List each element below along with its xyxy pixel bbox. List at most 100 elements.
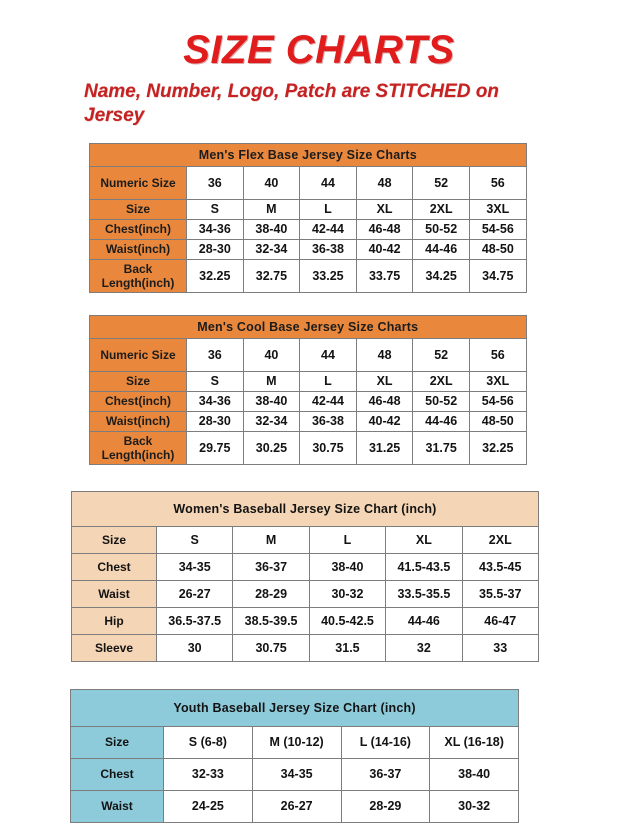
table-cell: 36.5-37.5 (155, 606, 234, 635)
table-cell: 54-56 (468, 218, 527, 240)
table-cell: S (186, 198, 244, 220)
table-cell: 34.75 (468, 258, 527, 293)
table-row: Waist(inch) 28-30 32-34 36-38 40-42 44-4… (89, 410, 527, 432)
row-label: Waist(inch) (89, 410, 187, 432)
mens-flex-base-size-table: Men's Flex Base Jersey Size Charts Numer… (89, 142, 527, 293)
table-cell: 38.5-39.5 (232, 606, 310, 635)
table-cell: 50-52 (412, 218, 470, 240)
row-label: Back Length(inch) (89, 258, 187, 293)
table-row: Back Length(inch) 29.75 30.25 30.75 31.2… (89, 430, 527, 465)
row-label: Waist (70, 789, 164, 823)
table-cell: 33 (461, 633, 539, 662)
row-label: Hip (71, 606, 157, 635)
page-title: SIZE CHARTS (183, 28, 455, 72)
table-cell: 34-35 (251, 757, 342, 791)
table-cell: L (299, 370, 357, 392)
table-cell: 40 (242, 337, 301, 372)
table-cell: 34-35 (155, 552, 234, 581)
table-cell: 56 (468, 337, 527, 372)
table-cell: 36-38 (299, 238, 357, 260)
table-cell: M (10-12) (251, 725, 342, 759)
table-cell: 3XL (468, 198, 527, 220)
table-title-row: Women's Baseball Jersey Size Chart (inch… (71, 490, 539, 527)
table-cell: 33.25 (299, 258, 357, 293)
row-label: Size (71, 525, 157, 554)
table-row: Back Length(inch) 32.25 32.75 33.25 33.7… (89, 258, 527, 293)
row-label: Chest (71, 552, 157, 581)
row-label: Waist(inch) (89, 238, 187, 260)
table-title: Women's Baseball Jersey Size Chart (inch… (71, 490, 539, 527)
table-cell: 50-52 (412, 390, 470, 412)
table-cell: 43.5-45 (461, 552, 539, 581)
table-cell: 32-34 (242, 238, 301, 260)
row-label: Size (89, 198, 187, 220)
table-cell: 33.75 (355, 258, 414, 293)
table-cell: 46-48 (355, 218, 414, 240)
table-cell: 30.25 (242, 430, 301, 465)
table-cell: 32.25 (186, 258, 244, 293)
table-title: Youth Baseball Jersey Size Chart (inch) (69, 688, 520, 727)
table-cell: L (14-16) (340, 725, 431, 759)
table-cell: 36-37 (232, 552, 310, 581)
row-label: Chest(inch) (89, 390, 187, 412)
table-cell: 24-25 (163, 789, 253, 823)
table-cell: 3XL (468, 370, 527, 392)
table-cell: 28-30 (186, 238, 244, 260)
table-cell: 48-50 (468, 410, 527, 432)
table-cell: 41.5-43.5 (385, 552, 463, 581)
table-cell: 48-50 (468, 238, 527, 260)
table-cell: 38-40 (429, 757, 520, 791)
table-cell: 26-27 (155, 579, 234, 608)
table-row: Chest 32-33 34-35 36-37 38-40 (70, 757, 520, 791)
row-label: Sleeve (71, 633, 157, 662)
table-cell: 34-36 (186, 390, 244, 412)
page-subtitle: Name, Number, Logo, Patch are STITCHED o… (84, 81, 499, 127)
table-cell: 52 (412, 337, 470, 372)
table-title: Men's Cool Base Jersey Size Charts (89, 314, 527, 339)
table-row: Sleeve 30 30.75 31.5 32 33 (71, 633, 539, 662)
table-cell: 28-30 (186, 410, 244, 432)
table-row: Size S (6-8) M (10-12) L (14-16) XL (16-… (70, 725, 520, 759)
table-cell: 33.5-35.5 (385, 579, 463, 608)
table-cell: 52 (412, 165, 470, 200)
table-cell: 40-42 (355, 410, 414, 432)
table-cell: 36-38 (299, 410, 357, 432)
table-cell: 46-47 (461, 606, 539, 635)
table-cell: M (232, 525, 310, 554)
womens-baseball-size-table: Women's Baseball Jersey Size Chart (inch… (71, 490, 539, 662)
table-cell: 34-36 (186, 218, 244, 240)
table-title-row: Men's Flex Base Jersey Size Charts (89, 142, 527, 167)
table-cell: 31.25 (355, 430, 414, 465)
table-cell: 38-40 (308, 552, 387, 581)
table-cell: 42-44 (299, 218, 357, 240)
table-row: Size S M L XL 2XL 3XL (89, 370, 527, 392)
table-cell: XL (355, 370, 414, 392)
table-cell: 36-37 (340, 757, 431, 791)
table-cell: 32-33 (163, 757, 253, 791)
table-cell: 30-32 (308, 579, 387, 608)
row-label: Chest (70, 757, 164, 791)
table-row: Chest(inch) 34-36 38-40 42-44 46-48 50-5… (89, 218, 527, 240)
table-cell: M (242, 198, 301, 220)
table-cell: 44 (299, 165, 357, 200)
row-label: Back Length(inch) (89, 430, 187, 465)
table-row: Waist 24-25 26-27 28-29 30-32 (70, 789, 520, 823)
table-cell: S (186, 370, 244, 392)
table-cell: 38-40 (242, 390, 301, 412)
heading-block: SIZE CHARTS Name, Number, Logo, Patch ar… (0, 0, 638, 129)
table-cell: 36 (186, 337, 244, 372)
table-cell: 35.5-37 (461, 579, 539, 608)
table-cell: 42-44 (299, 390, 357, 412)
table-cell: 2XL (461, 525, 539, 554)
table-cell: 44-46 (412, 238, 470, 260)
table-title-row: Men's Cool Base Jersey Size Charts (89, 314, 527, 339)
table-cell: 40-42 (355, 238, 414, 260)
table-title: Men's Flex Base Jersey Size Charts (89, 142, 527, 167)
table-title-row: Youth Baseball Jersey Size Chart (inch) (69, 688, 520, 727)
table-cell: XL (355, 198, 414, 220)
table-cell: 44-46 (385, 606, 463, 635)
table-row: Hip 36.5-37.5 38.5-39.5 40.5-42.5 44-46 … (71, 606, 539, 635)
table-cell: 31.5 (308, 633, 387, 662)
table-cell: 34.25 (412, 258, 470, 293)
table-row: Numeric Size 36 40 44 48 52 56 (89, 337, 527, 372)
